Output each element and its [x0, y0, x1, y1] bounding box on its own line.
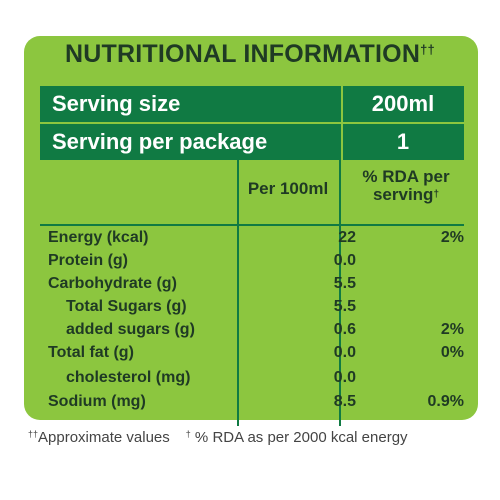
per-100ml-value: 0.0	[333, 344, 356, 361]
footnote-approximate: Approximate values	[38, 429, 170, 446]
nutrient-name: Sodium (mg)	[48, 393, 146, 410]
nutrient-name: Energy (kcal)	[48, 229, 149, 246]
table-row: Total fat (g) 0.0 0%	[40, 344, 464, 367]
nutrient-name: Protein (g)	[48, 252, 128, 269]
rda-value: 2%	[440, 229, 464, 246]
per-100ml-value: 5.5	[333, 298, 356, 315]
nutrient-name: Total Sugars (g)	[66, 298, 187, 315]
footnote-rda: % RDA as per 2000 kcal energy	[190, 429, 408, 446]
rda-header-line2: serving†	[372, 185, 440, 204]
nutrient-name: Carbohydrate (g)	[48, 275, 177, 292]
nutrient-name: cholesterol (mg)	[66, 369, 191, 386]
table-row: Sodium (mg) 8.5 0.9%	[40, 393, 464, 416]
column-header-rda: % RDA per serving†	[345, 168, 467, 204]
per-100ml-value: 8.5	[333, 393, 356, 410]
per-100ml-value: 5.5	[333, 275, 356, 292]
per-100ml-value: 0.6	[333, 321, 356, 338]
nutrient-name: Total fat (g)	[48, 344, 134, 361]
rda-value: 2%	[440, 321, 464, 338]
rda-header-line1: % RDA per	[362, 167, 450, 186]
rda-value: 0.9%	[427, 393, 464, 410]
footnotes: ††Approximate values † % RDA as per 2000 …	[28, 429, 408, 446]
serving-per-package-row: Serving per package 1	[40, 124, 464, 160]
table-divider-1	[237, 160, 239, 426]
header-divider	[40, 224, 464, 226]
serving-per-package-value: 1	[396, 129, 410, 154]
band-divider	[341, 86, 343, 160]
per-100ml-value: 0.0	[333, 369, 356, 386]
table-row: added sugars (g) 0.6 2%	[40, 321, 464, 344]
title-footnote-mark: ††	[420, 42, 435, 57]
footnote-mark-approx: ††	[28, 429, 39, 439]
column-header-per-100ml: Per 100ml	[247, 179, 329, 198]
table-divider-2	[339, 160, 341, 426]
rda-value: 0%	[440, 344, 464, 361]
table-row: cholesterol (mg) 0.0	[40, 369, 464, 392]
footnote-mark-rda: †	[185, 429, 191, 439]
serving-size-row: Serving size 200ml	[40, 86, 464, 122]
table-row: Protein (g) 0.0	[40, 252, 464, 275]
table-row: Carbohydrate (g) 5.5	[40, 275, 464, 298]
serving-per-package-label: Serving per package	[52, 129, 268, 154]
table-row: Total Sugars (g) 5.5	[40, 298, 464, 321]
nutrient-name: added sugars (g)	[66, 321, 195, 338]
rda-footnote-mark: †	[433, 189, 440, 200]
table-row: Energy (kcal) 22 2%	[40, 229, 464, 252]
per-100ml-value: 22	[338, 229, 356, 246]
serving-size-value: 200ml	[371, 91, 435, 116]
per-100ml-value: 0.0	[333, 252, 356, 269]
panel-title: NUTRITIONAL INFORMATION††	[65, 40, 435, 68]
serving-size-label: Serving size	[52, 91, 181, 116]
